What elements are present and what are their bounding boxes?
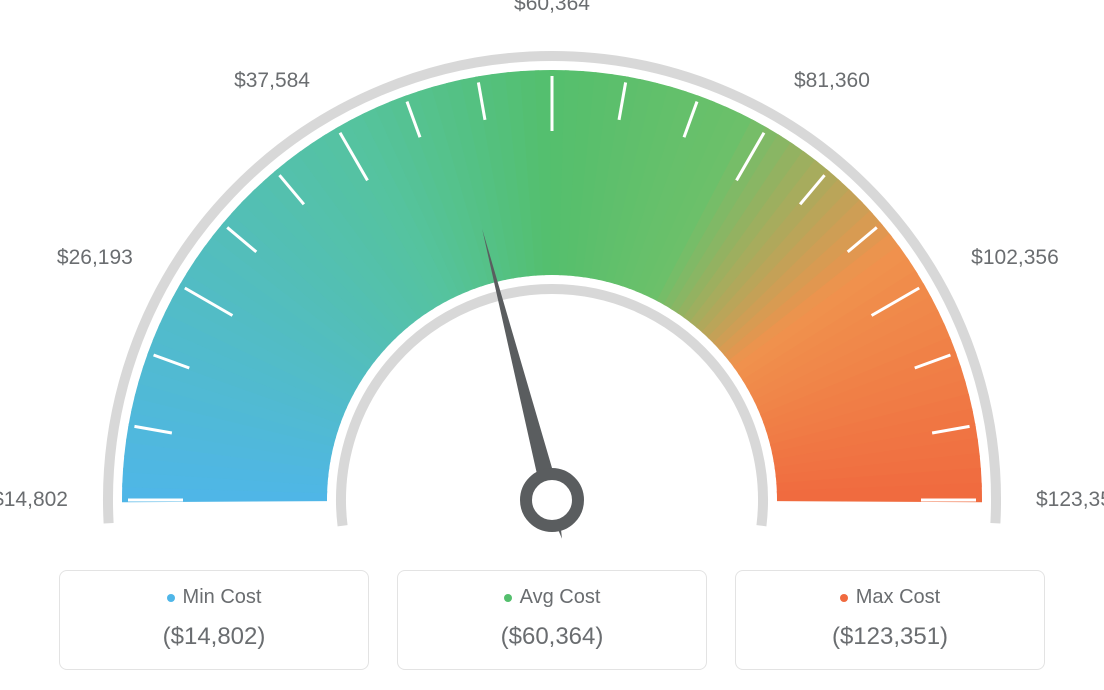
legend-card-avg: Avg Cost ($60,364) (397, 570, 707, 670)
gauge-tick-label: $81,360 (794, 69, 870, 93)
legend-label: Avg Cost (520, 586, 601, 608)
gauge-tick-label: $60,364 (514, 0, 590, 16)
gauge-tick-label: $123,351 (1036, 488, 1104, 512)
legend-title: Min Cost (60, 587, 368, 607)
legend-value: ($14,802) (60, 623, 368, 651)
legend-row: Min Cost ($14,802) Avg Cost ($60,364) Ma… (22, 570, 1082, 670)
legend-title: Max Cost (736, 587, 1044, 607)
legend-dot (504, 594, 512, 602)
gauge-tick-label: $102,356 (971, 246, 1059, 270)
legend-value: ($123,351) (736, 623, 1044, 651)
gauge-tick-label: $37,584 (234, 69, 310, 93)
gauge-tick-label: $26,193 (57, 246, 133, 270)
legend-title: Avg Cost (398, 587, 706, 607)
gauge-chart: $14,802$26,193$37,584$60,364$81,360$102,… (22, 20, 1082, 560)
legend-dot (840, 594, 848, 602)
legend-value: ($60,364) (398, 623, 706, 651)
gauge-tick-label: $14,802 (0, 488, 68, 512)
legend-card-max: Max Cost ($123,351) (735, 570, 1045, 670)
legend-card-min: Min Cost ($14,802) (59, 570, 369, 670)
legend-dot (167, 594, 175, 602)
legend-label: Max Cost (856, 586, 940, 608)
legend-label: Min Cost (183, 586, 262, 608)
